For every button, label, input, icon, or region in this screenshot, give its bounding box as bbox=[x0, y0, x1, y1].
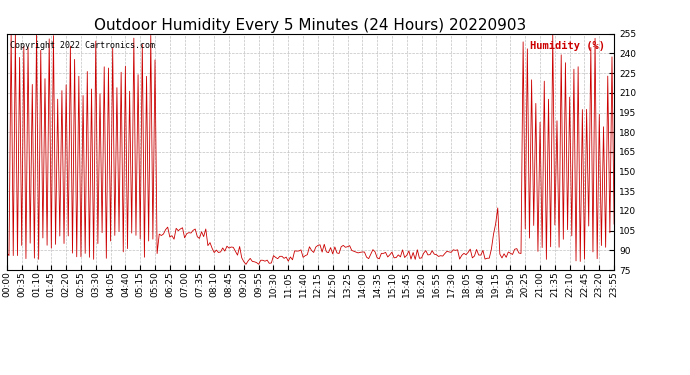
Text: Humidity (%): Humidity (%) bbox=[530, 41, 605, 51]
Text: Copyright 2022 Cartronics.com: Copyright 2022 Cartronics.com bbox=[10, 41, 155, 50]
Title: Outdoor Humidity Every 5 Minutes (24 Hours) 20220903: Outdoor Humidity Every 5 Minutes (24 Hou… bbox=[95, 18, 526, 33]
